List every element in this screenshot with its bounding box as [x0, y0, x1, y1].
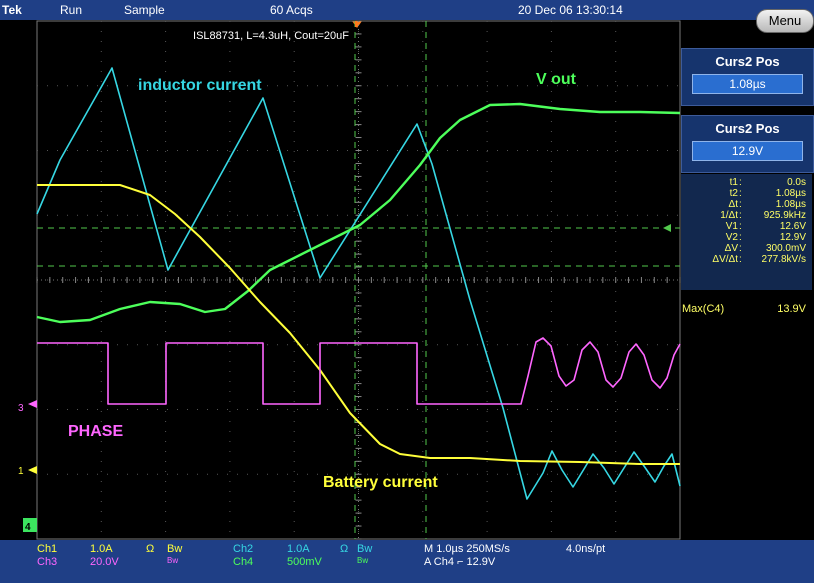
max-measurement: Max(C4) 13.9V: [681, 303, 812, 317]
max-measurement-value: 13.9V: [777, 303, 806, 315]
ch1-name[interactable]: Ch1: [37, 543, 57, 555]
battery-current-label: Battery current: [323, 474, 438, 491]
ch2-name[interactable]: Ch2: [233, 543, 253, 555]
cursor-position-title: Curs2 Pos: [682, 49, 813, 74]
measurement-value: 300.0mV: [766, 243, 806, 254]
measurement-value: 925.9kHz: [764, 210, 806, 221]
ch1-ground-marker-icon: [28, 466, 37, 474]
trigger-setting[interactable]: A Ch4 ⌐ 12.9V: [424, 556, 495, 568]
cursor-marker-icon: [663, 224, 671, 232]
sample-resolution: 4.0ns/pt: [566, 543, 605, 555]
ch4-name[interactable]: Ch4: [233, 556, 253, 568]
measurement-label: t1: [688, 177, 738, 188]
phase-label: PHASE: [68, 423, 123, 440]
measurement-label: ΔV/Δt: [688, 254, 738, 265]
ch4-scale[interactable]: 500mV: [287, 556, 322, 568]
ch3-name[interactable]: Ch3: [37, 556, 57, 568]
ch4-marker-label: 4: [25, 522, 31, 533]
ch3-ground-marker-icon: [28, 400, 37, 408]
cursor-position-panel-voltage[interactable]: Curs2 Pos 12.9V: [681, 115, 814, 173]
measurement-label: Δt: [688, 199, 738, 210]
inductor-current-trace: [37, 68, 680, 499]
measurement-label: V1: [688, 221, 738, 232]
measurement-value: 1.08µs: [776, 199, 806, 210]
ch1-impedance: Ω: [146, 543, 154, 555]
measurement-value: 277.8kV/s: [762, 254, 806, 265]
measurement-readout: t1:0.0s t2:1.08µs Δt:1.08µs 1/Δt:925.9kH…: [681, 174, 812, 290]
ch1-marker-label: 1: [18, 466, 24, 477]
ch1-scale[interactable]: 1.0A: [90, 543, 113, 555]
cursor-position-panel-time[interactable]: Curs2 Pos 1.08µs: [681, 48, 814, 106]
ch1-bandwidth: Bw: [167, 543, 182, 555]
measurement-label: 1/Δt: [688, 210, 738, 221]
cursor-position-title: Curs2 Pos: [682, 116, 813, 141]
ch2-scale[interactable]: 1.0A: [287, 543, 310, 555]
vout-label: V out: [536, 71, 577, 88]
ch4-bandwidth: Bw: [357, 556, 368, 565]
cursor-position-value[interactable]: 1.08µs: [692, 74, 803, 94]
max-measurement-label: Max(C4): [682, 303, 724, 315]
ch2-impedance: Ω: [340, 543, 348, 555]
measurement-label: V2: [688, 232, 738, 243]
timebase[interactable]: M 1.0µs 250MS/s: [424, 543, 510, 555]
channel-status-bar: Ch1 1.0A Ω Bw Ch2 1.0A Ω Bw M 1.0µs 250M…: [0, 540, 814, 583]
measurement-label: ΔV: [688, 243, 738, 254]
ch2-bandwidth: Bw: [357, 543, 372, 555]
ch3-marker-label: 3: [18, 403, 24, 414]
measurement-value: 12.6V: [780, 221, 806, 232]
measurement-value: 12.9V: [780, 232, 806, 243]
measurement-label: t2: [688, 188, 738, 199]
ch3-scale[interactable]: 20.0V: [90, 556, 119, 568]
plot-title: ISL88731, L=4.3uH, Cout=20uF: [193, 30, 349, 42]
inductor-current-label: inductor current: [138, 77, 262, 94]
ch3-bandwidth: Bw: [167, 556, 178, 565]
measurement-value: 0.0s: [787, 177, 806, 188]
measurement-value: 1.08µs: [776, 188, 806, 199]
cursor-position-value[interactable]: 12.9V: [692, 141, 803, 161]
